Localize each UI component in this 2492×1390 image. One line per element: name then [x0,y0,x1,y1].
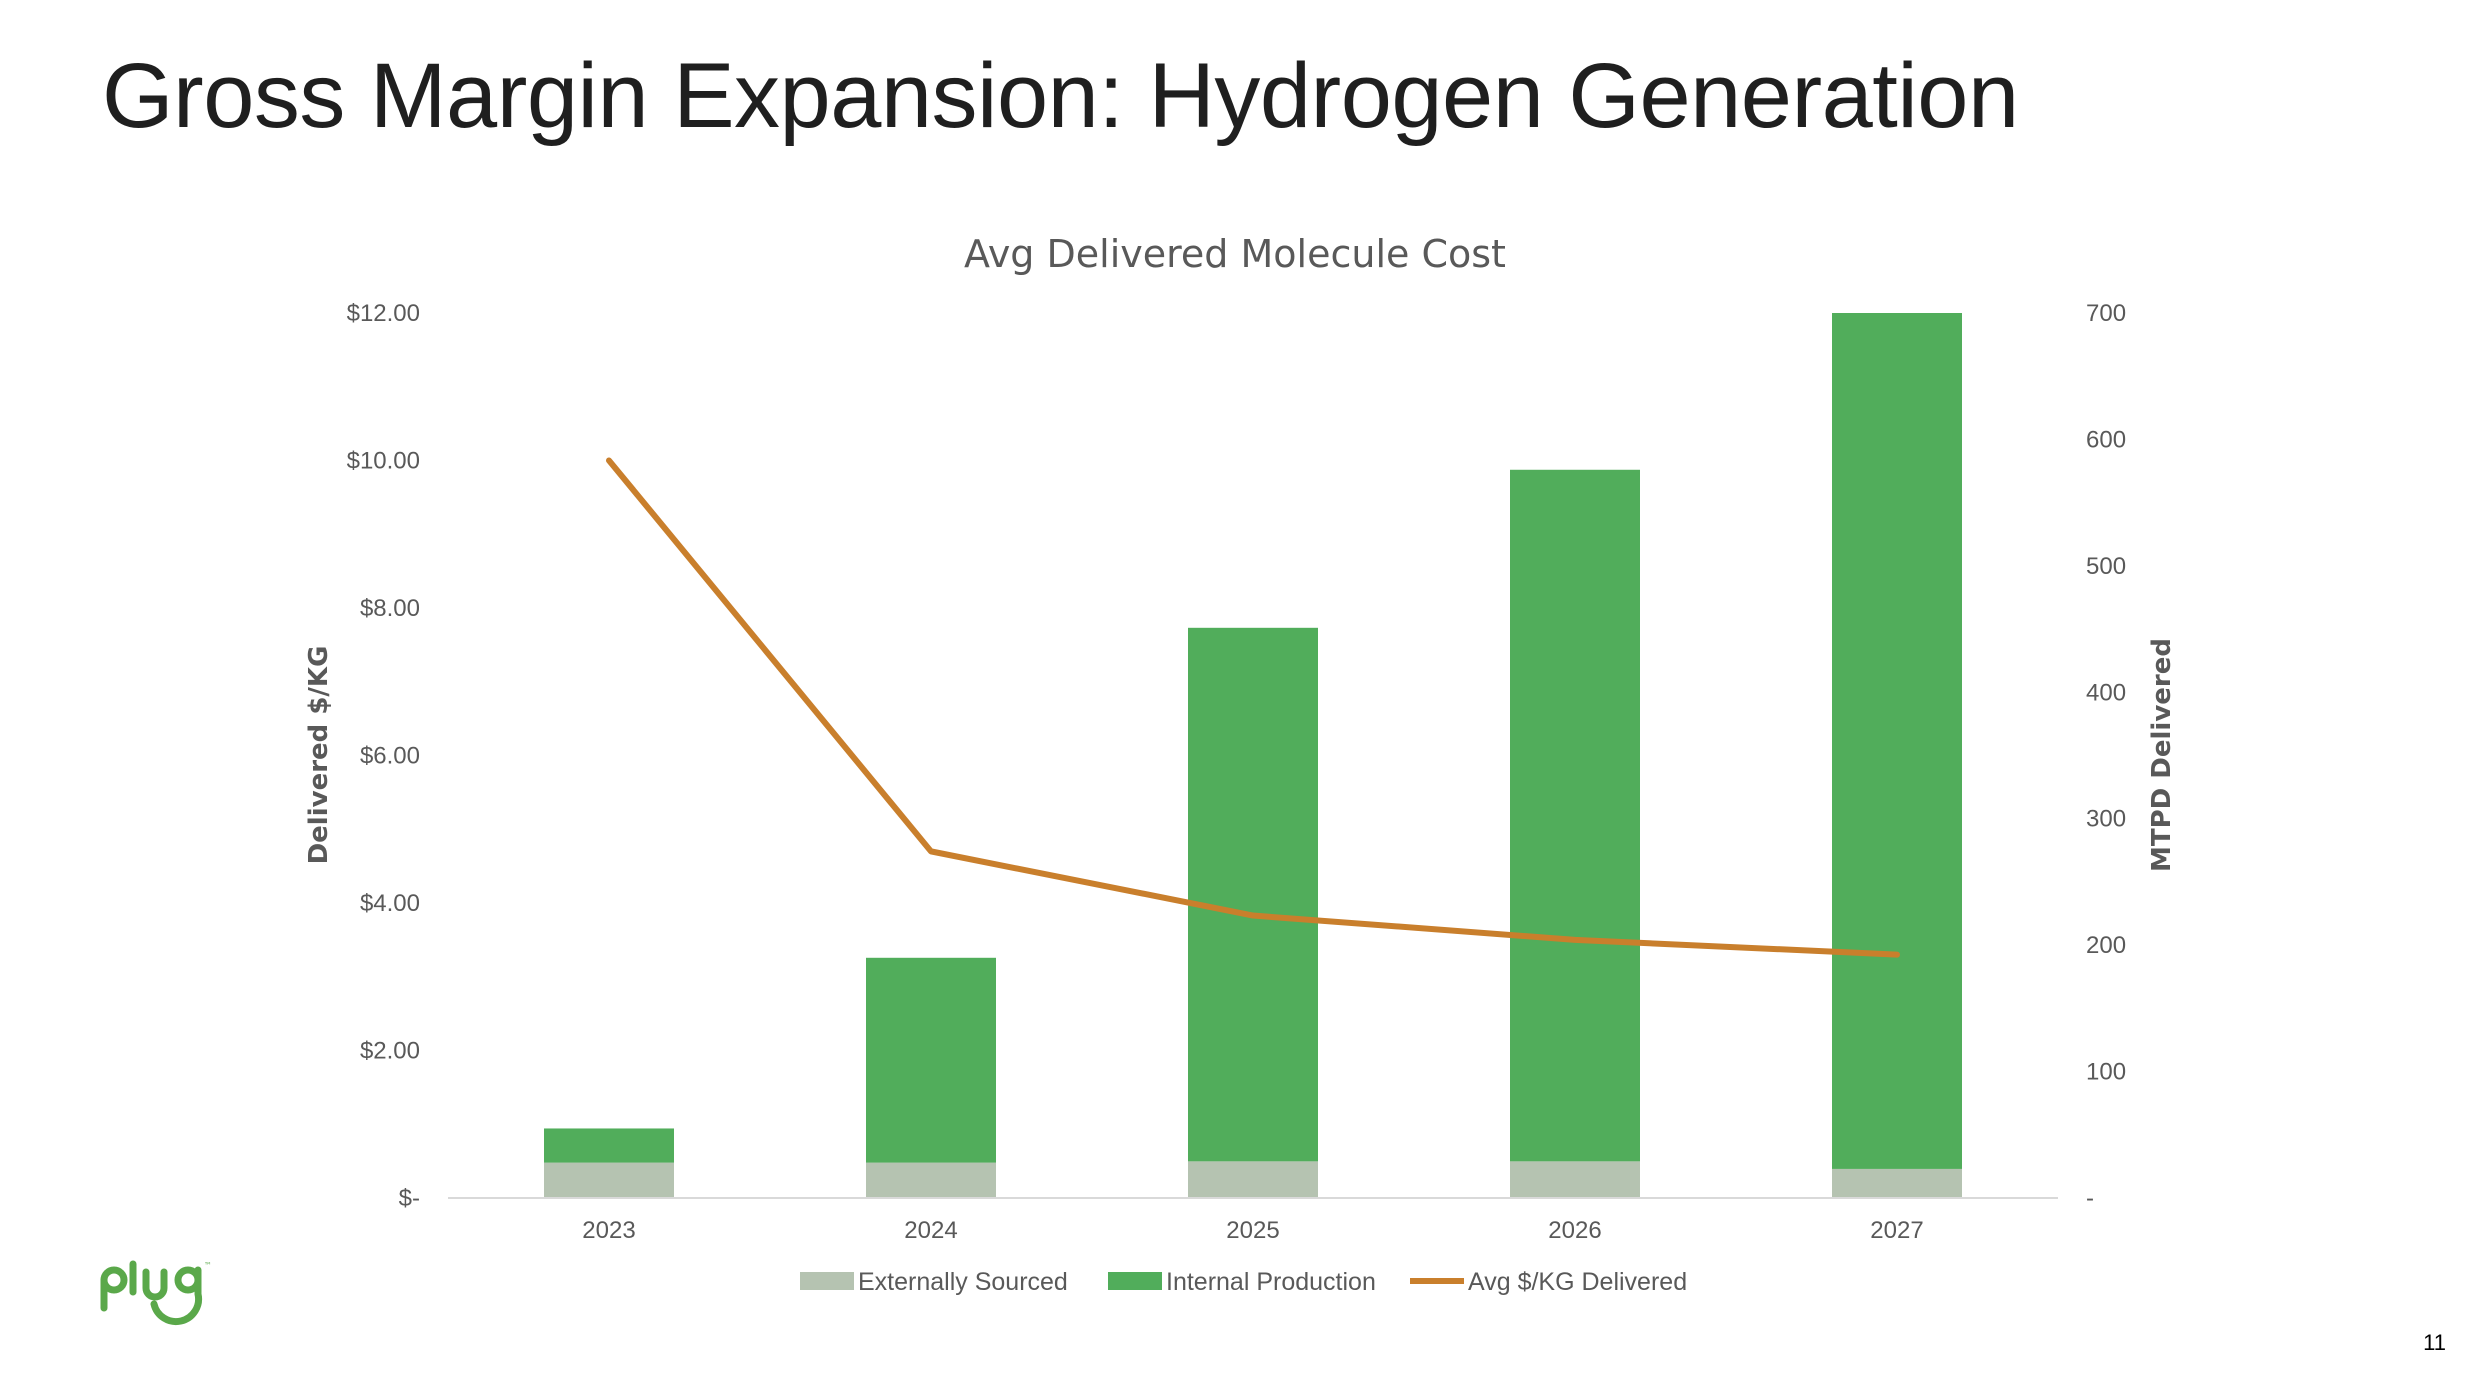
y-tick-label: $2.00 [360,1038,420,1065]
y-tick-label: $10.00 [347,448,420,475]
y-tick-label: $- [399,1185,420,1212]
y2-tick-label: 700 [2086,300,2126,327]
y-axis-title: Delivered $/KG [304,646,334,865]
chart-title: Avg Delivered Molecule Cost [964,232,1506,276]
legend-label: Internal Production [1166,1268,1376,1296]
legend: Externally Sourced Internal Production Avg… [800,1268,1687,1296]
x-tick-label: 2026 [1548,1217,1601,1244]
plot-area: 2023 2024 2025 2026 2027 $- $2.00 $4.00 $6.00 $8.… [347,300,2126,1244]
bar-internal-production-2023 [544,1128,674,1163]
legend-swatch [800,1272,854,1290]
legend-label: Avg $/KG Delivered [1468,1268,1687,1296]
x-tick-label: 2027 [1870,1217,1923,1244]
legend-label: Externally Sourced [858,1268,1068,1296]
y-tick-label: $8.00 [360,595,420,622]
y2-axis-title: MTPD Delivered [2147,638,2177,872]
svg-text:™: ™ [204,1261,212,1270]
y2-tick-label: - [2086,1185,2094,1212]
bar-externally-sourced-2023 [544,1162,674,1198]
page-number: 11 [2423,1330,2446,1355]
y2-tick-label: 100 [2086,1059,2126,1086]
legend-swatch [1108,1272,1162,1290]
slide-title: Gross Margin Expansion: Hydrogen Generat… [102,45,2019,147]
plug-logo: ™ [100,1260,212,1326]
bar-internal-production-2027 [1832,313,1962,1169]
bar-externally-sourced-2027 [1832,1168,1962,1198]
bar-externally-sourced-2026 [1510,1161,1640,1198]
y2-tick-label: 300 [2086,806,2126,833]
x-tick-label: 2025 [1226,1217,1279,1244]
y2-tick-label: 400 [2086,679,2126,706]
y-tick-label: $4.00 [360,890,420,917]
y-tick-label: $6.00 [360,743,420,770]
x-tick-label: 2024 [904,1217,957,1244]
bar-internal-production-2026 [1510,469,1640,1162]
y2-tick-label: 200 [2086,932,2126,959]
bar-internal-production-2025 [1188,627,1318,1162]
x-tick-label: 2023 [582,1217,635,1244]
y2-tick-label: 500 [2086,553,2126,580]
bar-externally-sourced-2024 [866,1162,996,1198]
bar-internal-production-2024 [866,957,996,1163]
y2-tick-label: 600 [2086,426,2126,453]
y-tick-label: $12.00 [347,300,420,327]
bar-externally-sourced-2025 [1188,1161,1318,1198]
